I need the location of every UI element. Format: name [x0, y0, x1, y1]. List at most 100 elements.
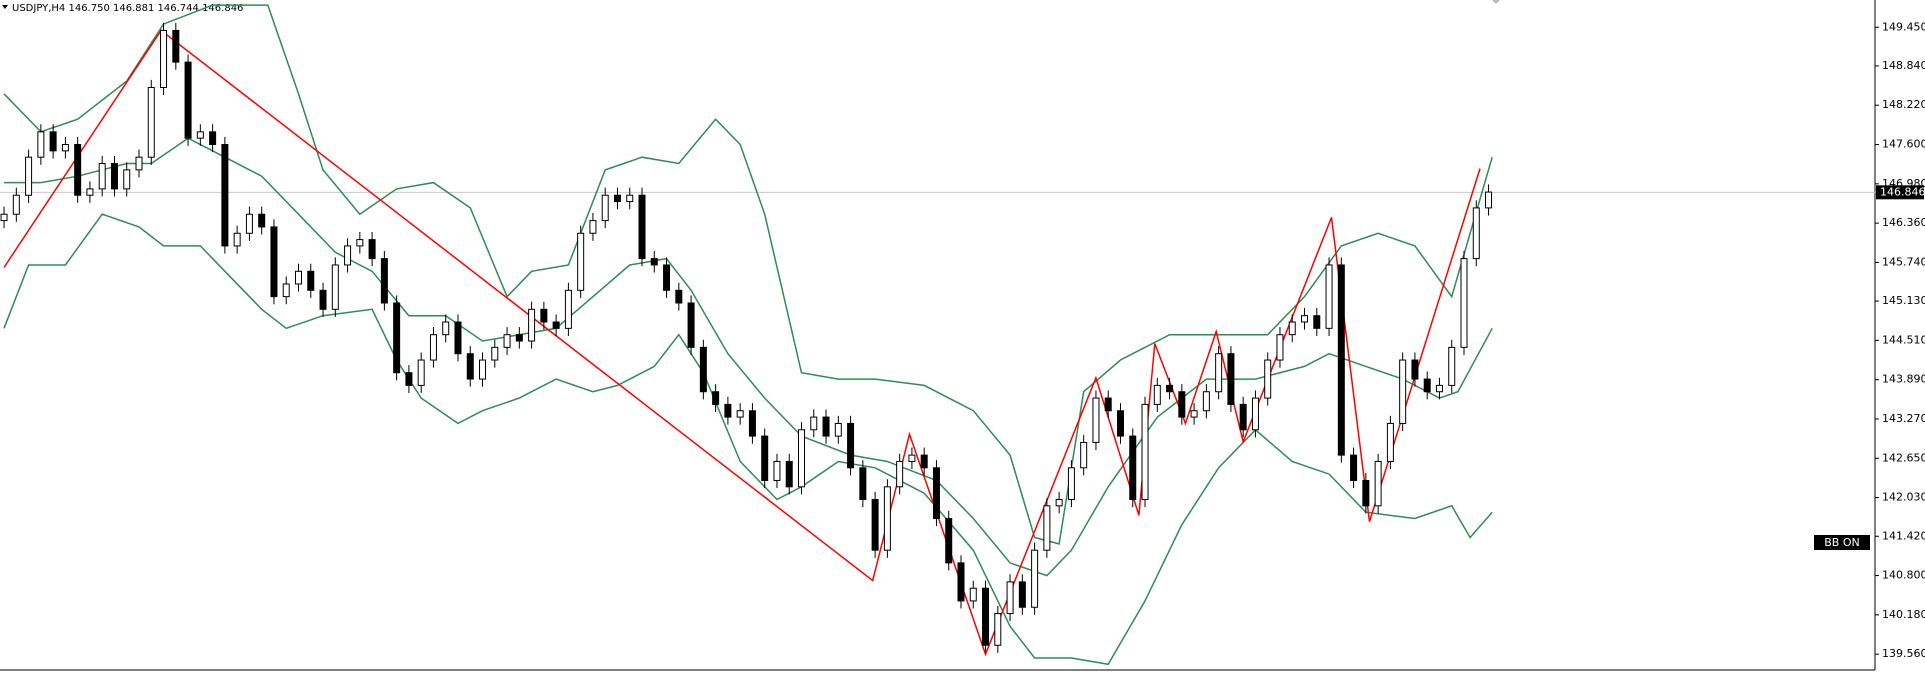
candle-body — [982, 587, 990, 646]
candle-body — [282, 283, 290, 298]
candle-body — [1153, 384, 1161, 405]
candle-body — [699, 346, 707, 393]
candle-body — [233, 232, 241, 247]
candle-body — [1031, 549, 1039, 608]
y-tick-label: 149.450 — [1882, 20, 1925, 33]
candle-body — [1288, 321, 1296, 336]
candle-body — [0, 213, 8, 222]
candle-body — [798, 429, 806, 488]
candle-body — [1460, 258, 1468, 348]
candle-body — [736, 410, 744, 418]
candle-body — [626, 194, 634, 203]
candle-body — [1215, 353, 1223, 393]
candle-body — [258, 213, 266, 228]
current-price-label: 146.846 — [1880, 185, 1925, 198]
candle-body — [859, 467, 867, 500]
bollinger-band — [3, 4, 1493, 545]
candle-body — [319, 289, 327, 310]
candle-body — [123, 169, 131, 190]
candle-body — [847, 422, 855, 469]
candle-body — [1485, 191, 1493, 209]
y-tick-label: 148.220 — [1882, 98, 1925, 111]
candle-body — [356, 239, 364, 247]
candle-body — [908, 454, 916, 462]
candle-body — [1337, 264, 1345, 456]
candle-body — [638, 194, 646, 260]
symbol-menu-icon[interactable] — [2, 5, 8, 9]
candle-body — [61, 144, 69, 152]
candle-body — [528, 308, 536, 342]
candle-body — [1350, 454, 1358, 481]
candle-body — [920, 454, 928, 469]
chart-header: USDJPY,H4 146.750 146.881 146.744 146.84… — [12, 3, 243, 14]
indicator-badge — [1814, 535, 1870, 550]
candle-body — [160, 29, 168, 88]
candle-body — [110, 163, 118, 190]
candle-body — [601, 194, 609, 222]
candle-body — [393, 302, 401, 374]
plot — [0, 4, 1875, 666]
candle-body — [957, 562, 965, 602]
y-tick-label: 145.740 — [1882, 255, 1925, 268]
candle-body — [49, 131, 57, 152]
candle-body — [1399, 359, 1407, 424]
candle-body — [589, 220, 597, 234]
y-tick-label: 139.560 — [1882, 647, 1925, 660]
candle-body — [687, 302, 695, 348]
candle-body — [1104, 397, 1112, 412]
candle-body — [1166, 384, 1174, 393]
candle-body — [466, 353, 474, 380]
candle-body — [834, 422, 842, 437]
candle-body — [1006, 581, 1014, 615]
indicator-label: BB ON — [1824, 536, 1859, 549]
candle-body — [810, 416, 818, 431]
y-tick-label: 147.600 — [1882, 138, 1925, 151]
candle-body — [822, 416, 830, 437]
candle-body — [270, 226, 278, 298]
y-tick-label: 148.840 — [1882, 59, 1925, 72]
candle-body — [417, 359, 425, 386]
candle-body — [442, 321, 450, 336]
candle-body — [515, 334, 523, 342]
candle-body — [1251, 397, 1259, 431]
candle-body — [577, 232, 585, 291]
candle-body — [221, 144, 229, 247]
candle-body — [785, 460, 793, 488]
candle-body — [429, 334, 437, 361]
candle-body — [945, 518, 953, 564]
candle-body — [1116, 410, 1124, 437]
candle-body — [773, 460, 781, 481]
candle-body — [1386, 422, 1394, 462]
candle-body — [307, 270, 315, 291]
candle-body — [184, 61, 192, 139]
candle-body — [1190, 410, 1198, 418]
candle-body — [748, 410, 756, 437]
y-tick-label: 140.800 — [1882, 569, 1925, 582]
candle-body — [1276, 334, 1284, 361]
candle-body — [380, 258, 388, 304]
current-price-box — [1876, 185, 1924, 200]
candle-body — [503, 334, 511, 348]
candle-body — [712, 391, 720, 405]
candle-body — [1018, 581, 1026, 608]
candle-body — [1129, 435, 1137, 500]
candle-body — [1325, 264, 1333, 329]
y-tick-label: 140.180 — [1882, 608, 1925, 621]
candle-body — [896, 460, 904, 488]
candle-body — [650, 258, 658, 266]
candle-body — [147, 86, 155, 158]
candle-body — [1313, 315, 1321, 329]
candle-body — [540, 308, 548, 323]
candle-body — [932, 467, 940, 520]
candle-body — [969, 587, 977, 602]
y-tick-label: 141.420 — [1882, 529, 1925, 542]
y-tick-label: 143.270 — [1882, 412, 1925, 425]
candle-body — [1374, 460, 1382, 507]
candle-body — [1043, 505, 1051, 551]
candle-body — [1264, 359, 1272, 399]
bollinger-band — [4, 137, 1493, 577]
candle-body — [344, 245, 352, 266]
candle-body — [135, 156, 143, 171]
candle-body — [1301, 315, 1309, 323]
